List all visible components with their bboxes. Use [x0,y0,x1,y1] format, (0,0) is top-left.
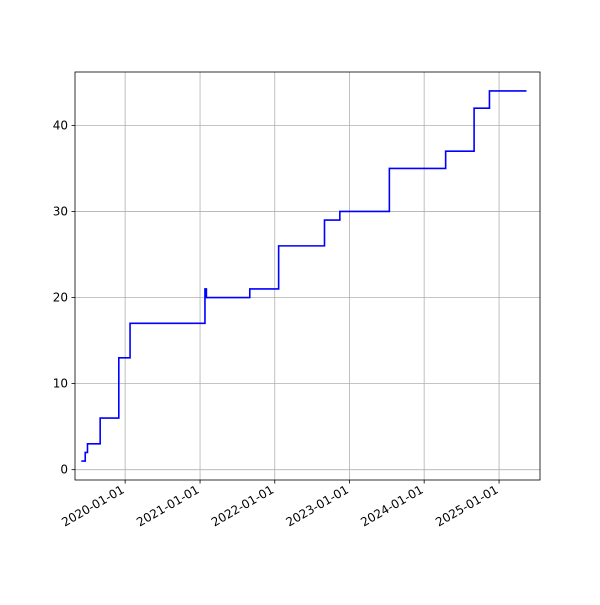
series-line [81,90,527,462]
y-tick-label: 20 [53,291,68,305]
y-tick-label: 30 [53,204,68,218]
axes-frame [74,71,541,481]
x-tick-label: 2023-01-01 [284,482,351,529]
x-tick-label: 2020-01-01 [59,482,126,529]
x-tick-label: 2021-01-01 [134,482,201,529]
y-tick-label: 0 [60,463,68,477]
y-tick-label: 40 [53,118,68,132]
plot-area [75,72,540,480]
x-tick-label: 2022-01-01 [209,482,276,529]
y-tick-label: 10 [53,377,68,391]
x-tick-label: 2024-01-01 [358,482,425,529]
x-tick-label: 2025-01-01 [433,482,500,529]
